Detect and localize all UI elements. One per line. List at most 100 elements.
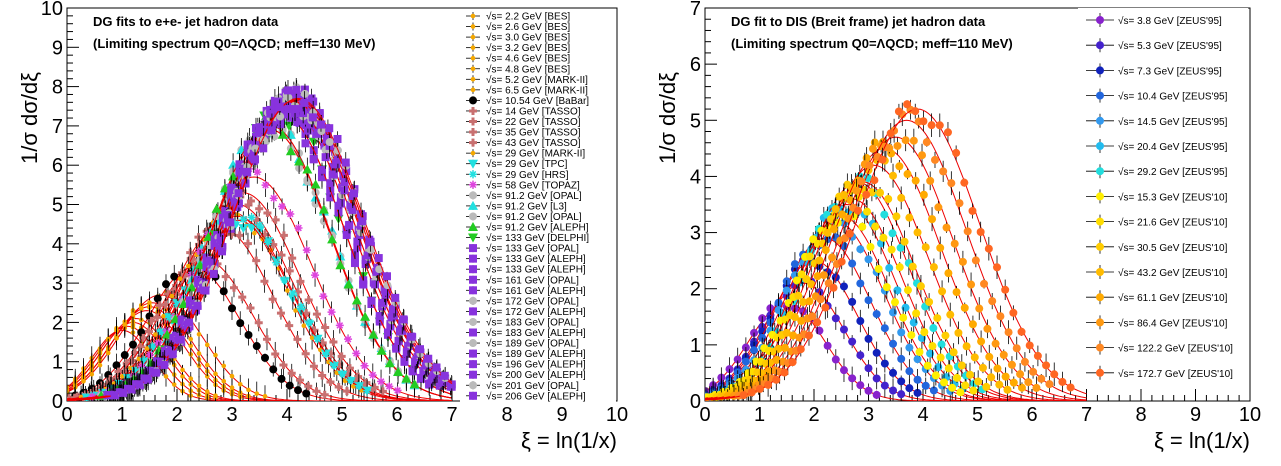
data-point — [345, 364, 354, 373]
data-point — [204, 389, 210, 394]
data-point — [301, 349, 310, 358]
data-point — [135, 380, 144, 389]
data-point — [944, 364, 953, 373]
y-tick-label: 3 — [690, 223, 701, 245]
data-point — [402, 347, 411, 356]
data-point — [323, 130, 332, 139]
data-point — [196, 383, 202, 389]
data-point — [1058, 377, 1067, 386]
data-point — [948, 383, 957, 392]
data-point — [941, 331, 950, 340]
legend-marker — [468, 159, 478, 169]
data-point — [958, 257, 967, 266]
data-point — [927, 121, 936, 130]
data-point — [228, 304, 236, 313]
data-point — [353, 237, 362, 246]
data-point — [960, 178, 969, 187]
legend-marker — [1096, 217, 1104, 226]
data-point — [889, 308, 898, 317]
data-point — [976, 228, 985, 237]
data-point — [821, 246, 830, 255]
data-point — [912, 309, 921, 318]
data-point — [89, 371, 95, 377]
fit-curve — [67, 306, 452, 401]
data-point — [916, 282, 925, 291]
data-point — [268, 295, 277, 304]
data-point — [88, 392, 97, 401]
data-point — [805, 297, 814, 306]
data-point — [864, 255, 873, 264]
legend-marker — [469, 307, 477, 316]
legend-marker — [469, 370, 477, 379]
data-point — [856, 245, 865, 254]
y-tick-label: 0 — [52, 391, 63, 413]
data-point — [401, 373, 412, 383]
data-point — [226, 218, 235, 227]
data-point — [242, 167, 251, 176]
data-point — [156, 327, 165, 336]
legend-entry: √s= 189 GeV [OPAL] — [486, 338, 579, 350]
data-point — [905, 343, 914, 352]
data-point — [991, 339, 1000, 348]
data-point — [249, 149, 258, 158]
data-point — [234, 199, 243, 208]
data-point — [260, 277, 269, 286]
data-point — [942, 223, 951, 232]
data-point — [266, 109, 275, 118]
data-point — [828, 253, 837, 262]
data-point — [330, 361, 339, 370]
legend-marker — [469, 180, 477, 189]
data-point — [929, 324, 938, 333]
data-point — [279, 93, 288, 102]
data-point — [1001, 285, 1010, 294]
legend-box — [1078, 8, 1248, 386]
data-point — [263, 208, 272, 217]
legend-marker — [470, 34, 476, 40]
data-point — [317, 173, 326, 182]
data-point — [895, 162, 904, 171]
data-point — [802, 275, 811, 284]
legend-entry: √s= 86.4 GeV [ZEUS'10] — [1118, 317, 1228, 329]
data-point — [952, 148, 961, 157]
data-point — [144, 346, 150, 351]
data-point — [294, 287, 302, 296]
data-point — [279, 231, 288, 240]
data-point — [866, 242, 875, 251]
data-point — [385, 382, 394, 391]
data-point — [371, 280, 380, 289]
data-point — [288, 288, 297, 297]
data-point — [288, 254, 297, 263]
data-point — [985, 352, 994, 361]
data-point — [935, 121, 944, 130]
data-point — [343, 279, 354, 289]
legend-entry: √s= 3.8 GeV [ZEUS'95] — [1118, 15, 1222, 27]
data-point — [358, 217, 367, 226]
data-point — [198, 243, 207, 252]
data-point — [308, 113, 317, 122]
data-point — [325, 138, 334, 147]
data-point — [978, 363, 987, 372]
data-point — [780, 343, 789, 352]
fit-curve — [705, 181, 1087, 401]
data-point — [858, 222, 867, 231]
data-point — [217, 247, 226, 256]
data-point — [892, 212, 901, 221]
data-point — [335, 321, 344, 330]
legend-entry: √s= 161 GeV [OPAL] — [486, 274, 579, 286]
data-point — [130, 312, 136, 317]
data-point — [337, 352, 346, 361]
data-point — [329, 338, 338, 347]
data-point — [790, 260, 799, 269]
data-point — [960, 303, 969, 312]
x-tick-label: 3 — [226, 404, 237, 426]
data-point — [848, 259, 857, 268]
chart-title: DG fits to e+e- jet hadron data — [93, 14, 279, 29]
x-axis-label: ξ = ln(1/x) — [521, 428, 617, 453]
data-point — [235, 231, 244, 240]
data-point — [259, 144, 268, 153]
data-point — [913, 228, 922, 237]
data-point — [345, 220, 354, 229]
data-point — [993, 263, 1002, 272]
data-point — [346, 375, 355, 384]
legend-marker — [1096, 142, 1104, 150]
